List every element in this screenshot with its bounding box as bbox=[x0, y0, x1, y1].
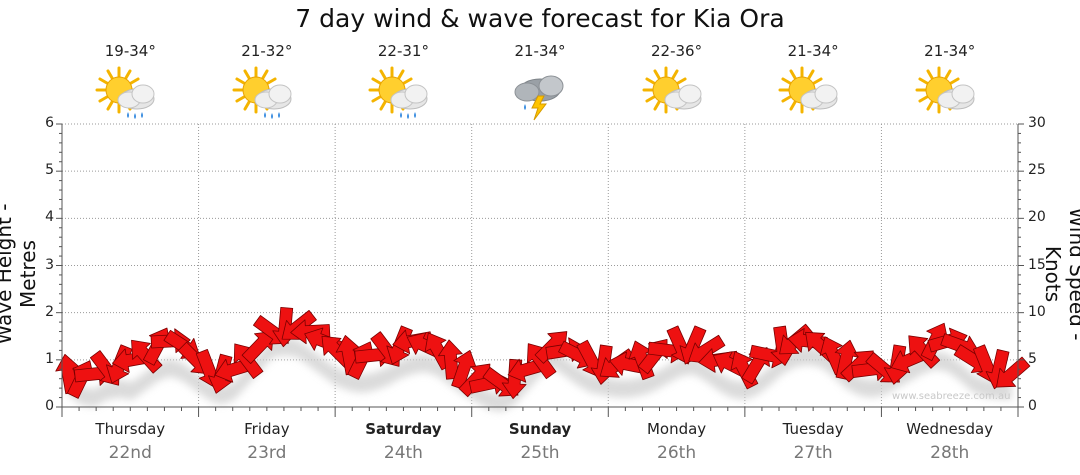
right-axis-label: Wind Speed - Knots bbox=[1041, 207, 1080, 341]
swell-shadow bbox=[68, 337, 1012, 412]
wave-height-shadow bbox=[68, 337, 1012, 412]
day-forecast-wednesday: 21-34° bbox=[882, 42, 1018, 124]
date-label: 26th bbox=[657, 443, 697, 463]
right-tick-label: 10 bbox=[1028, 303, 1046, 320]
date-label: 23rd bbox=[247, 443, 287, 463]
temperature-range: 19-34° bbox=[104, 42, 156, 60]
temperature-range: 21-34° bbox=[514, 42, 566, 60]
left-tick-label: 1 bbox=[45, 350, 54, 367]
day-forecast-saturday: 22-31° bbox=[335, 42, 471, 124]
day-label: Saturday bbox=[365, 420, 442, 438]
left-tick-label: 3 bbox=[45, 256, 54, 273]
right-tick-label: 25 bbox=[1028, 162, 1046, 179]
right-tick-label: 30 bbox=[1028, 115, 1046, 131]
sun-cloud-icon bbox=[609, 66, 745, 124]
temperature-range: 21-32° bbox=[241, 42, 293, 60]
left-tick-label: 2 bbox=[45, 303, 54, 320]
temperature-range: 21-34° bbox=[787, 42, 839, 60]
day-forecast-thursday: 19-34° bbox=[62, 42, 198, 124]
temperature-range: 21-34° bbox=[924, 42, 976, 60]
sun-cloud-rain-icon bbox=[335, 66, 471, 124]
day-forecast-monday: 22-36° bbox=[609, 42, 745, 124]
day-forecast-friday: 21-32° bbox=[199, 42, 335, 124]
left-tick-label: 5 bbox=[45, 162, 54, 179]
day-forecast-sunday: 21-34° bbox=[472, 42, 608, 124]
left-tick-label: 4 bbox=[45, 209, 54, 226]
sun-cloud-rain-icon bbox=[199, 66, 335, 124]
date-label: 28th bbox=[930, 443, 970, 463]
right-tick-label: 15 bbox=[1028, 256, 1046, 273]
temperature-range: 22-31° bbox=[377, 42, 429, 60]
day-label: Thursday bbox=[95, 420, 166, 438]
right-tick-label: 0 bbox=[1028, 398, 1037, 414]
date-label: 24th bbox=[383, 443, 423, 463]
day-label: Friday bbox=[244, 420, 290, 438]
storm-cloud-icon bbox=[472, 66, 608, 124]
day-label: Monday bbox=[646, 420, 707, 438]
day-forecast-tuesday: 21-34° bbox=[745, 42, 881, 124]
left-tick-label: 6 bbox=[45, 115, 54, 131]
date-label: 22nd bbox=[108, 443, 152, 463]
watermark: www.seabreeze.com.au bbox=[892, 391, 1011, 402]
left-tick-label: 0 bbox=[45, 398, 54, 414]
day-label: Tuesday bbox=[782, 420, 844, 438]
right-tick-label: 5 bbox=[1028, 350, 1037, 367]
sun-cloud-icon bbox=[745, 66, 881, 124]
date-label: 25th bbox=[520, 443, 560, 463]
wind-arrows bbox=[55, 306, 1031, 400]
left-axis-label: Wave Height - Metres bbox=[0, 204, 40, 345]
date-label: 27th bbox=[793, 443, 833, 463]
right-tick-label: 20 bbox=[1028, 209, 1046, 226]
sun-cloud-icon bbox=[882, 66, 1018, 124]
sun-cloud-rain-icon bbox=[62, 66, 198, 124]
chart-title: 7 day wind & wave forecast for Kia Ora bbox=[295, 4, 785, 33]
chart-axes bbox=[56, 123, 1024, 417]
day-label: Wednesday bbox=[906, 420, 994, 438]
temperature-range: 22-36° bbox=[651, 42, 703, 60]
day-label: Sunday bbox=[508, 420, 572, 438]
